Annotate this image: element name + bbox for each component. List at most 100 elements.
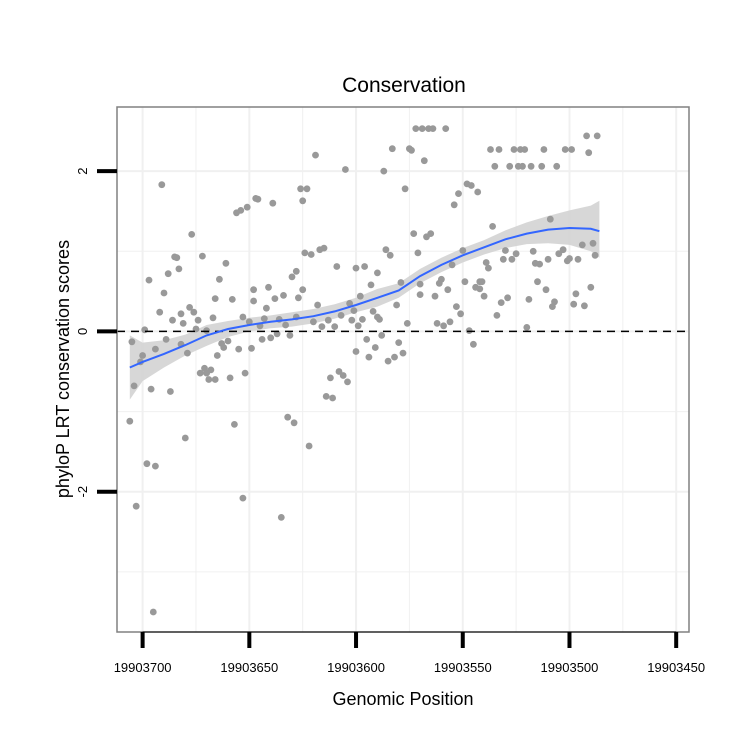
data-point bbox=[258, 336, 266, 343]
data-point bbox=[284, 413, 292, 421]
data-point bbox=[179, 320, 187, 327]
data-point bbox=[299, 286, 307, 294]
data-point bbox=[269, 199, 277, 207]
data-point bbox=[145, 276, 153, 284]
data-point bbox=[551, 298, 558, 306]
data-point bbox=[303, 185, 311, 193]
data-point bbox=[327, 374, 334, 382]
data-point bbox=[250, 297, 257, 305]
data-point bbox=[495, 146, 503, 153]
data-point bbox=[267, 334, 275, 342]
data-point bbox=[307, 251, 315, 258]
data-point bbox=[485, 264, 492, 272]
data-point bbox=[408, 146, 415, 154]
data-point bbox=[265, 283, 272, 291]
data-point bbox=[356, 292, 364, 300]
smooth-line-layer bbox=[117, 226, 689, 369]
data-point bbox=[523, 324, 531, 331]
data-point bbox=[243, 203, 251, 211]
data-point bbox=[348, 316, 356, 324]
data-point bbox=[502, 247, 509, 254]
data-point bbox=[331, 323, 339, 330]
data-point bbox=[414, 249, 422, 257]
data-point bbox=[231, 421, 238, 428]
data-point bbox=[245, 318, 253, 326]
data-points-layer bbox=[126, 125, 601, 616]
data-point bbox=[280, 292, 287, 299]
data-point bbox=[126, 417, 134, 425]
data-point bbox=[295, 294, 302, 302]
data-point bbox=[386, 251, 394, 259]
data-point bbox=[393, 301, 400, 309]
data-point bbox=[420, 157, 428, 165]
data-point bbox=[542, 286, 550, 294]
data-point bbox=[474, 188, 482, 196]
data-point bbox=[203, 327, 211, 334]
data-point bbox=[367, 281, 375, 289]
data-point bbox=[448, 261, 456, 269]
x-tick-label: 19903700 bbox=[114, 660, 172, 675]
data-point bbox=[553, 162, 561, 170]
data-point bbox=[361, 263, 368, 270]
data-point bbox=[211, 376, 219, 383]
data-point bbox=[241, 369, 249, 377]
data-point bbox=[333, 263, 341, 270]
data-point bbox=[220, 344, 228, 351]
y-tick-label: 2 bbox=[75, 167, 90, 174]
data-point bbox=[480, 292, 488, 300]
data-point bbox=[461, 278, 469, 286]
data-point bbox=[239, 313, 247, 321]
data-point bbox=[152, 345, 159, 353]
data-point bbox=[593, 132, 601, 140]
data-point bbox=[299, 197, 307, 205]
data-point bbox=[442, 125, 450, 132]
data-point bbox=[566, 255, 573, 262]
data-point bbox=[534, 278, 541, 286]
data-point bbox=[160, 289, 168, 297]
data-point bbox=[213, 352, 221, 359]
data-point bbox=[188, 231, 196, 238]
data-point bbox=[169, 316, 176, 324]
data-point bbox=[559, 246, 567, 254]
data-point bbox=[292, 267, 300, 275]
data-point bbox=[207, 366, 215, 374]
data-point bbox=[365, 353, 373, 361]
data-point bbox=[450, 201, 458, 209]
data-point bbox=[438, 275, 445, 283]
y-tick-label: 0 bbox=[75, 328, 90, 335]
y-axis-label: phyloP LRT conservation scores bbox=[53, 240, 73, 498]
data-point bbox=[205, 376, 213, 383]
data-point bbox=[536, 260, 543, 268]
data-point bbox=[578, 241, 586, 249]
data-point bbox=[572, 290, 580, 298]
data-point bbox=[391, 353, 398, 361]
data-point bbox=[143, 460, 151, 468]
data-point bbox=[248, 344, 255, 352]
data-point bbox=[190, 308, 198, 316]
data-point bbox=[512, 250, 520, 258]
data-point bbox=[583, 132, 590, 140]
data-point bbox=[211, 295, 219, 302]
data-point bbox=[491, 162, 499, 170]
data-point bbox=[538, 162, 546, 170]
data-point bbox=[519, 162, 526, 170]
data-point bbox=[132, 502, 140, 510]
data-point bbox=[162, 336, 170, 343]
data-point bbox=[568, 146, 575, 153]
data-point bbox=[440, 322, 447, 330]
data-point bbox=[589, 239, 597, 247]
data-point bbox=[544, 255, 552, 263]
data-point bbox=[320, 244, 328, 252]
data-point bbox=[167, 388, 174, 395]
data-point bbox=[346, 300, 353, 307]
data-point bbox=[401, 185, 409, 193]
data-point bbox=[403, 320, 411, 327]
data-point bbox=[446, 318, 454, 326]
data-point bbox=[581, 302, 588, 310]
data-point bbox=[344, 378, 351, 386]
confidence-ribbon-layer bbox=[129, 200, 600, 400]
data-point bbox=[352, 348, 360, 355]
data-point bbox=[158, 181, 166, 189]
data-point bbox=[521, 146, 529, 153]
